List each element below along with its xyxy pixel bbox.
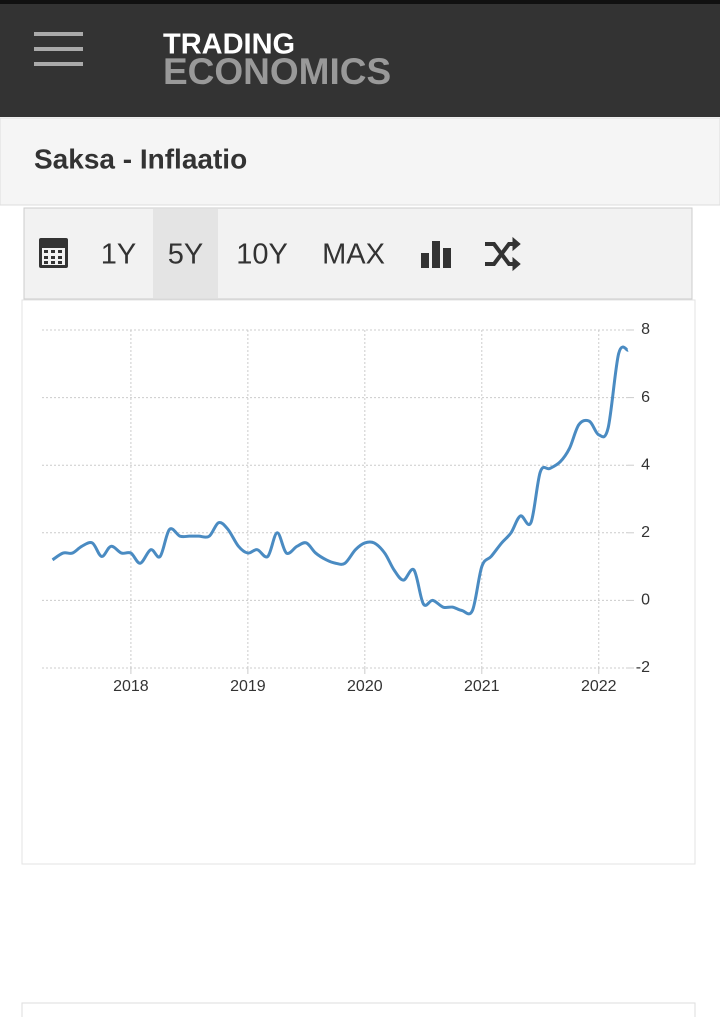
- range-button[interactable]: 1Y: [101, 239, 136, 271]
- shuffle-button[interactable]: [485, 236, 521, 272]
- y-tick-label: 8: [641, 321, 650, 338]
- toolbar: [23, 207, 693, 300]
- x-tick-label: 2022: [581, 678, 617, 695]
- next-panel: [21, 1002, 696, 1017]
- header: [0, 0, 720, 117]
- bar-chart-button[interactable]: [421, 241, 451, 268]
- y-tick-label: 6: [641, 389, 650, 406]
- status-strip: [0, 0, 720, 4]
- range-button[interactable]: 10Y: [236, 239, 288, 271]
- x-tick-label: 2021: [464, 678, 500, 695]
- range-button[interactable]: MAX: [322, 239, 385, 271]
- data-line: [51, 345, 630, 616]
- chart-panel: [21, 299, 696, 865]
- y-tick-label: 4: [641, 456, 650, 473]
- menu-button[interactable]: [34, 32, 83, 66]
- x-tick-label: 2019: [230, 678, 266, 695]
- range-button[interactable]: 5Y: [168, 239, 203, 271]
- y-tick-label: -2: [636, 659, 650, 676]
- page-title: Saksa - Inflaatio: [34, 143, 247, 174]
- title-bar: [0, 117, 720, 206]
- y-tick-label: 0: [641, 592, 650, 609]
- x-tick-label: 2020: [347, 678, 383, 695]
- range-button-bg: [153, 209, 218, 298]
- x-tick-label: 2018: [113, 678, 149, 695]
- logo-bottom[interactable]: ECONOMICS: [163, 51, 391, 92]
- calendar-button[interactable]: [39, 238, 68, 268]
- logo-top[interactable]: TRADING: [163, 29, 295, 61]
- y-tick-label: 2: [641, 524, 650, 541]
